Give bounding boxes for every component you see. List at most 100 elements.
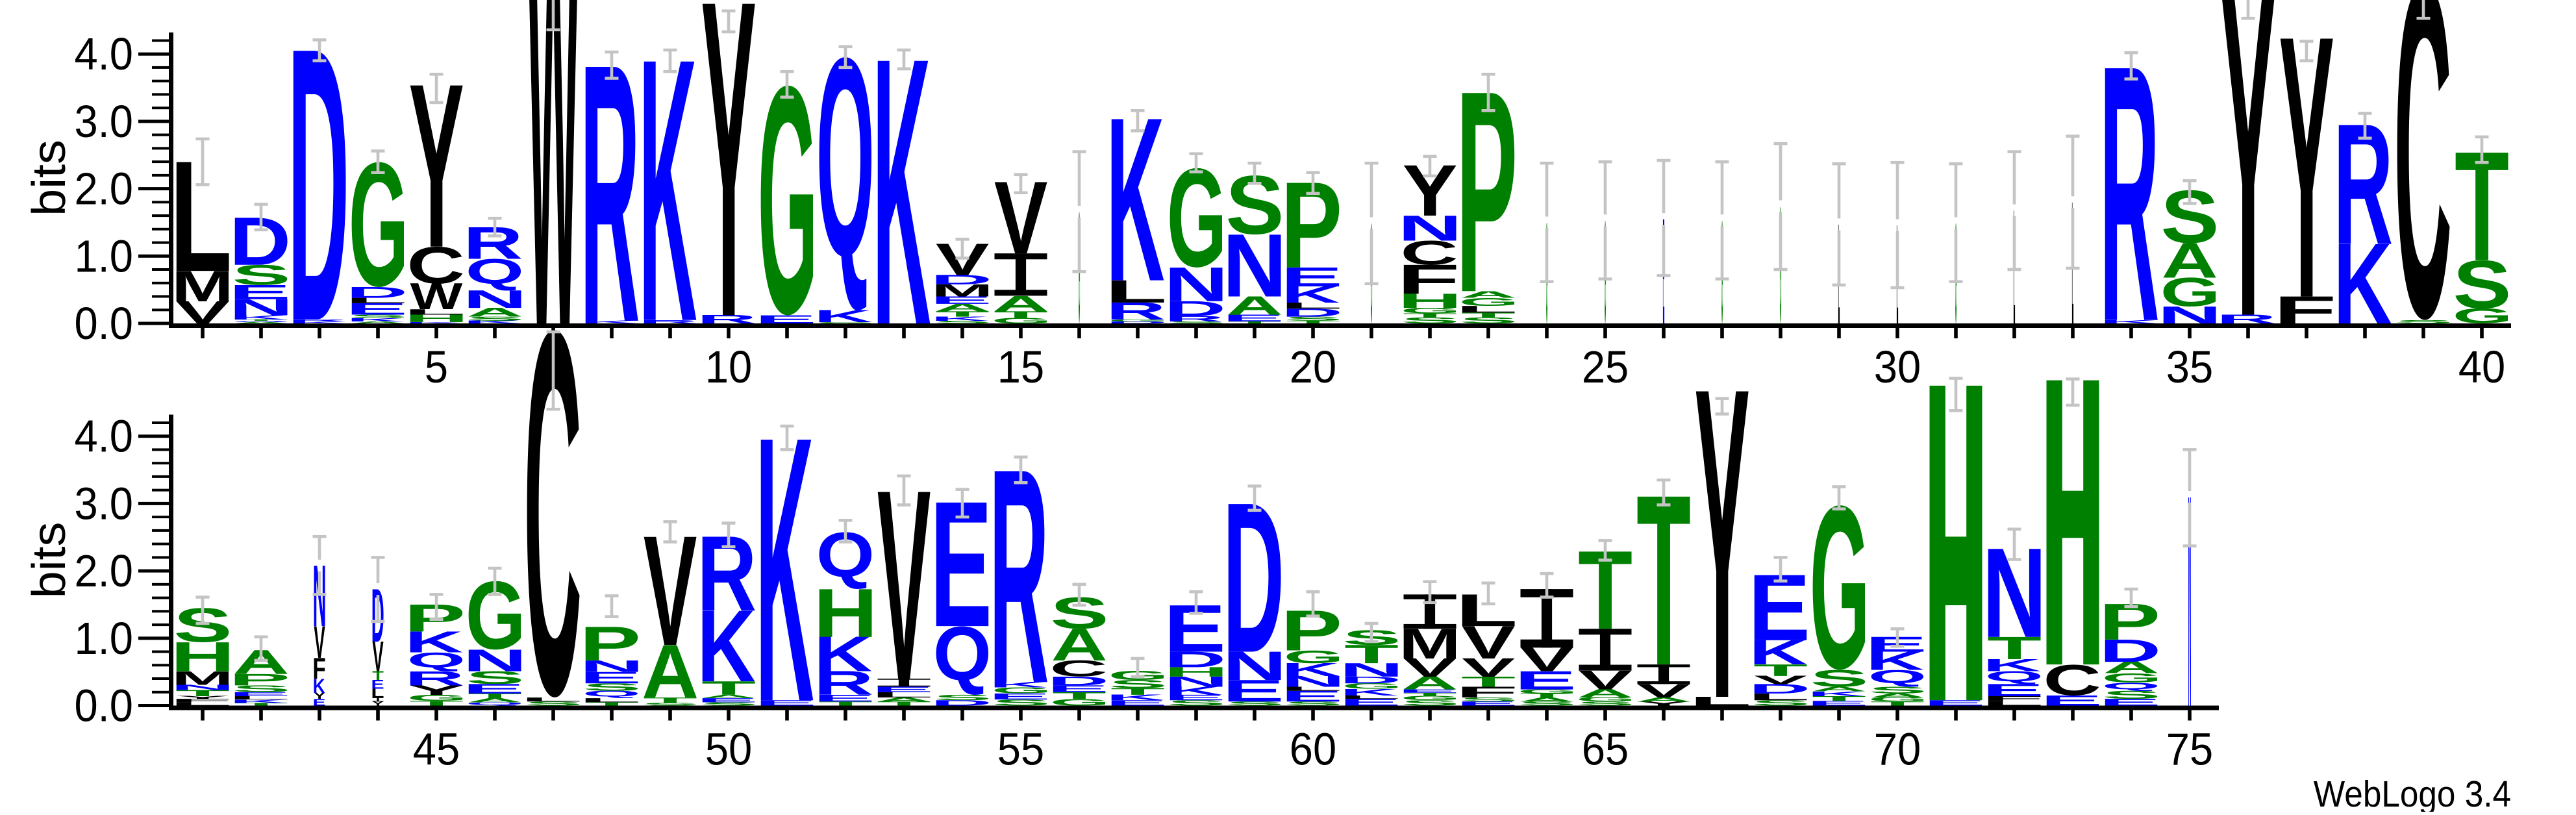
svg-text:20: 20	[1290, 342, 1336, 393]
svg-text:0.0: 0.0	[74, 681, 132, 731]
svg-text:N: N	[1398, 208, 1462, 249]
svg-text:K: K	[1340, 686, 1398, 697]
svg-text:K: K	[2333, 219, 2392, 348]
svg-text:A: A	[1460, 289, 1516, 300]
svg-text:L: L	[1455, 304, 1518, 315]
svg-text:G: G	[992, 686, 1052, 696]
svg-text:L: L	[1280, 686, 1342, 692]
svg-text:L: L	[169, 128, 232, 305]
svg-text:D: D	[931, 272, 992, 287]
svg-text:S: S	[2394, 319, 2453, 324]
svg-text:K: K	[405, 321, 463, 323]
svg-text:K: K	[2099, 319, 2158, 324]
svg-text:G: G	[1284, 647, 1344, 667]
svg-text:F: F	[1455, 683, 1518, 701]
svg-text:G: G	[1401, 695, 1461, 701]
svg-text:S: S	[349, 314, 407, 319]
svg-text:Q: Q	[407, 648, 466, 671]
svg-text:A: A	[1051, 619, 1107, 670]
svg-text:D: D	[931, 699, 992, 707]
svg-text:E: E	[813, 693, 875, 704]
svg-text:T: T	[1344, 640, 1399, 669]
svg-text:S: S	[1868, 685, 1927, 696]
svg-text:K: K	[405, 625, 463, 658]
svg-text:4.0: 4.0	[74, 29, 132, 80]
svg-text:T: T	[1519, 692, 1574, 699]
svg-text:E: E	[1982, 681, 2044, 700]
svg-text:P: P	[1456, 31, 1518, 353]
svg-text:E: E	[345, 299, 408, 318]
svg-text:A: A	[875, 696, 932, 703]
svg-text:T: T	[818, 700, 873, 707]
svg-text:40: 40	[2458, 342, 2505, 393]
svg-text:L: L	[1455, 584, 1518, 636]
svg-text:bits: bits	[23, 522, 75, 599]
svg-text:Y: Y	[2221, 0, 2276, 412]
svg-text:S: S	[1401, 316, 1459, 325]
svg-text:65: 65	[1582, 724, 1629, 775]
svg-text:P: P	[2099, 594, 2160, 651]
svg-text:T: T	[877, 700, 931, 707]
svg-text:K: K	[229, 314, 288, 321]
svg-text:E: E	[313, 697, 326, 708]
svg-text:K: K	[1749, 633, 1807, 672]
svg-text:10: 10	[705, 342, 752, 393]
svg-text:S: S	[1284, 701, 1342, 707]
svg-text:N: N	[1223, 643, 1287, 689]
svg-text:S: S	[1284, 316, 1342, 322]
svg-text:S: S	[699, 701, 758, 707]
svg-text:F: F	[1981, 695, 2044, 703]
svg-text:C: C	[1401, 234, 1458, 272]
svg-text:V: V	[314, 617, 325, 668]
svg-text:0.0: 0.0	[74, 299, 132, 349]
svg-text:P: P	[1281, 157, 1342, 294]
svg-text:K: K	[1866, 646, 1924, 676]
svg-text:R: R	[288, 319, 347, 322]
svg-text:P: P	[579, 617, 641, 671]
svg-text:E: E	[1923, 699, 1986, 707]
svg-text:E: E	[1222, 673, 1284, 708]
svg-text:C: C	[2394, 0, 2452, 416]
svg-text:S: S	[582, 681, 641, 693]
svg-text:G: G	[1050, 697, 1110, 707]
svg-text:H: H	[1164, 664, 1229, 680]
svg-text:N: N	[580, 657, 644, 675]
svg-text:P: P	[1281, 599, 1342, 663]
svg-text:L: L	[871, 690, 933, 699]
svg-text:R: R	[697, 514, 757, 634]
svg-text:1.0: 1.0	[74, 614, 132, 664]
svg-text:3.0: 3.0	[74, 479, 132, 529]
svg-text:E: E	[1397, 688, 1460, 694]
svg-text:A: A	[2161, 233, 2218, 289]
svg-text:F: F	[312, 651, 325, 685]
svg-text:K: K	[1982, 655, 2041, 675]
svg-text:L: L	[371, 686, 384, 700]
svg-text:K: K	[463, 320, 521, 325]
svg-text:Y: Y	[1695, 296, 1750, 792]
svg-text:Q: Q	[933, 610, 992, 696]
svg-text:T: T	[935, 310, 990, 318]
svg-text:H: H	[405, 312, 469, 325]
svg-text:V: V	[1403, 653, 1457, 682]
svg-text:A: A	[1518, 696, 1575, 703]
svg-text:E: E	[755, 313, 817, 326]
svg-text:30: 30	[1874, 342, 1921, 393]
svg-text:K: K	[1281, 659, 1340, 680]
svg-text:R: R	[405, 667, 464, 690]
svg-text:L: L	[169, 701, 232, 707]
svg-text:N: N	[1340, 659, 1404, 681]
svg-text:Q: Q	[232, 320, 290, 321]
svg-text:L: L	[1338, 694, 1401, 699]
svg-text:S: S	[232, 684, 290, 694]
svg-text:E: E	[696, 697, 758, 703]
svg-text:E: E	[1281, 688, 1343, 705]
svg-text:R: R	[463, 218, 523, 269]
svg-text:S: S	[1459, 696, 1518, 703]
svg-text:V: V	[372, 633, 384, 681]
svg-text:A: A	[466, 697, 523, 703]
svg-text:A: A	[1577, 687, 1633, 700]
svg-text:G: G	[1342, 682, 1403, 690]
svg-text:N: N	[1281, 673, 1345, 690]
svg-text:E: E	[1456, 700, 1518, 707]
svg-text:C: C	[1050, 656, 1108, 681]
